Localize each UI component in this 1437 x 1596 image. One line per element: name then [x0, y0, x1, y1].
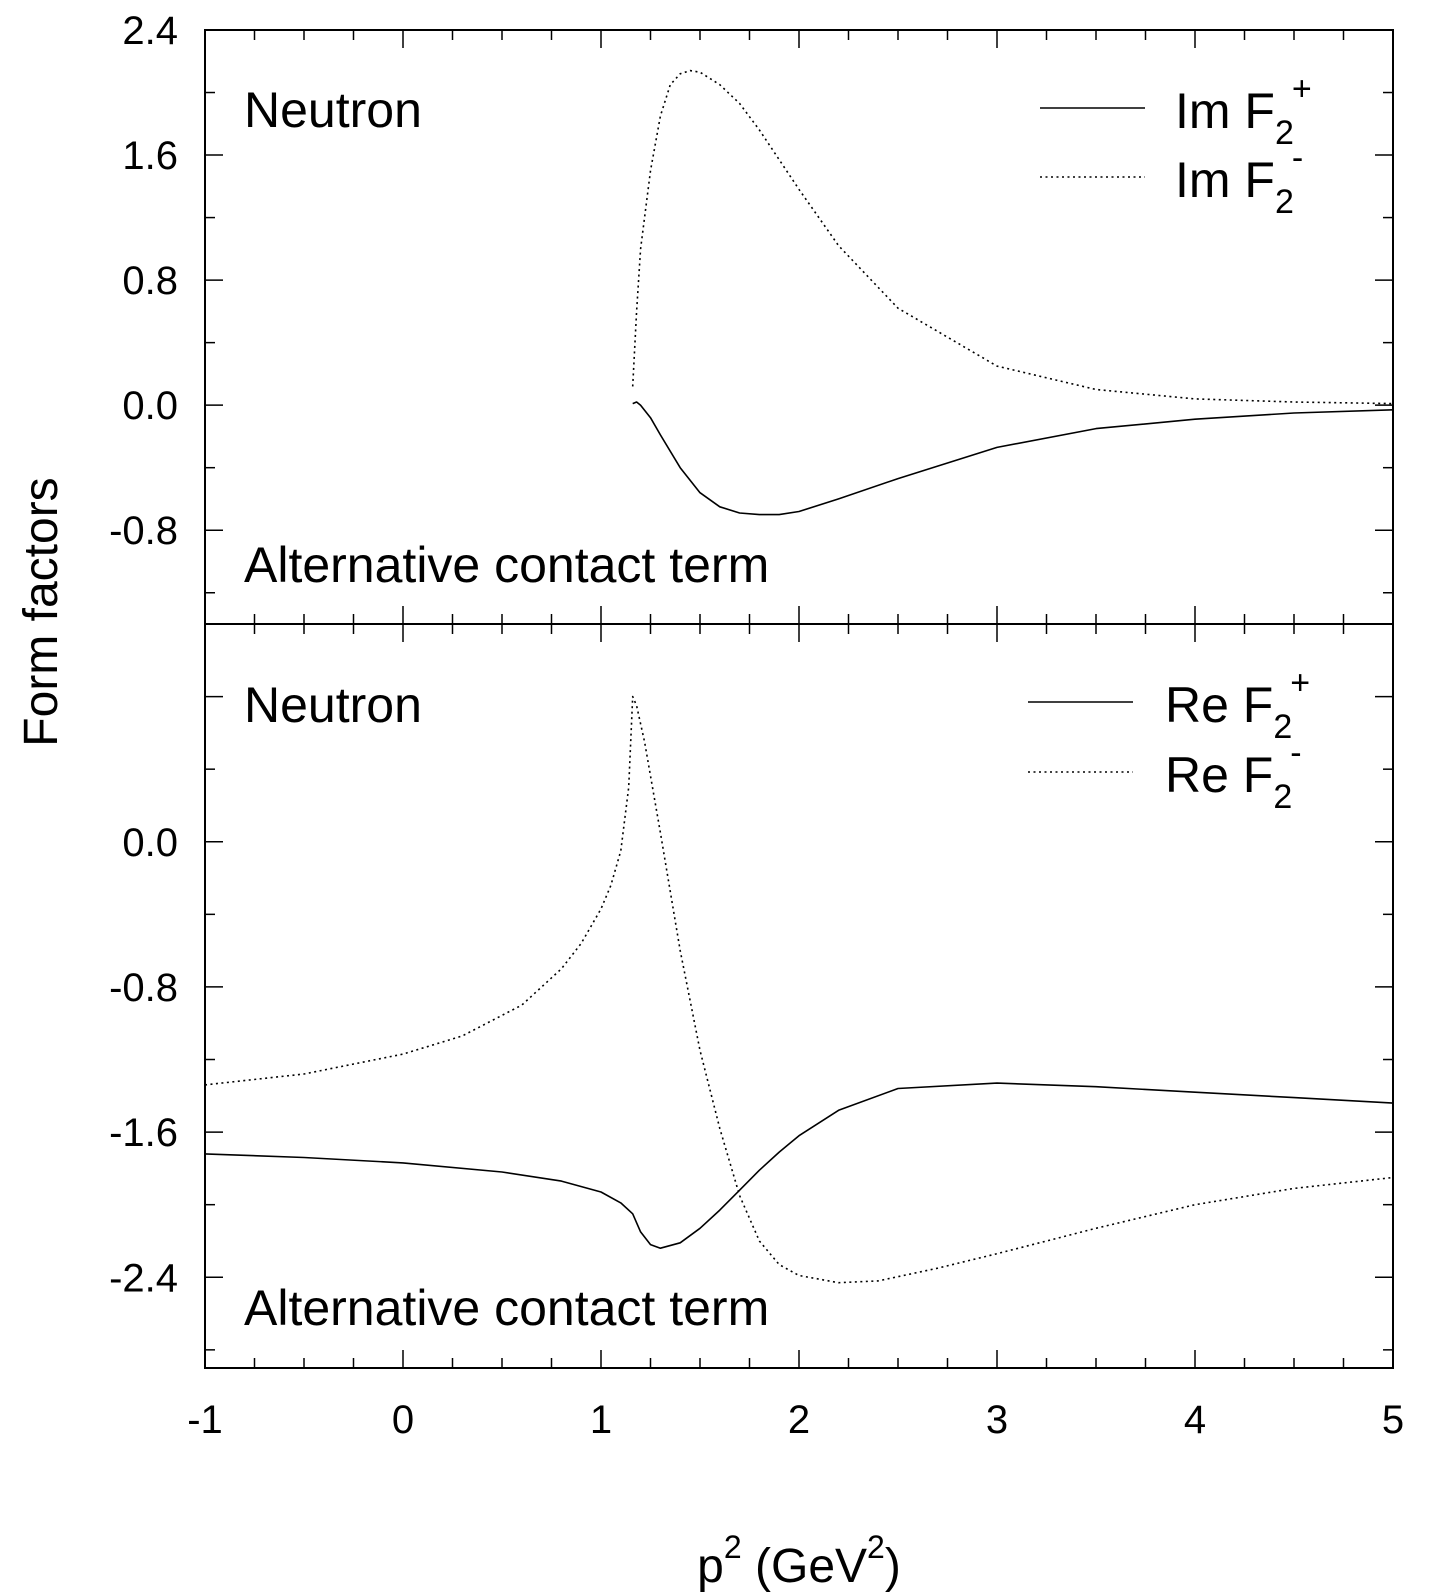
- y-axis-title: Form factors: [15, 477, 68, 746]
- legend-sub: 2: [1273, 708, 1292, 746]
- x-tick-label: 0: [392, 1398, 414, 1442]
- y-tick-label: 0.0: [122, 384, 178, 428]
- y-tick-label: -0.8: [109, 966, 178, 1010]
- series-line-re-f2-minus: [204, 695, 1394, 1284]
- top-panel-annotation-contact-term: Alternative contact term: [244, 537, 769, 593]
- y-tick-label: -0.8: [109, 509, 178, 553]
- series-line-re-f2-plus: [204, 1082, 1394, 1249]
- legend-sub: 2: [1273, 778, 1292, 816]
- x-axis-title-unit: (GeV: [742, 1540, 867, 1593]
- bottom-panel-annotation-neutron: Neutron: [244, 677, 422, 733]
- x-tick-label: 4: [1184, 1398, 1206, 1442]
- top-panel-legend: Im F2+ Im F2-: [1040, 70, 1312, 221]
- x-tick-label: -1: [187, 1398, 223, 1442]
- x-axis-title-main: p: [697, 1540, 724, 1593]
- x-axis-title-sup: 2: [724, 1529, 742, 1565]
- bottom-panel-legend: Re F2+ Re F2-: [1028, 664, 1310, 816]
- x-tick-label: 1: [590, 1398, 612, 1442]
- x-tick-label: 3: [986, 1398, 1008, 1442]
- legend-sup: -: [1290, 734, 1301, 772]
- x-axis-title-unit-sup: 2: [867, 1529, 885, 1565]
- legend-label-im-f2-plus: Im F2 +: [1175, 70, 1312, 152]
- curves-layer: [204, 69, 1394, 1284]
- x-axis-title-close: ): [885, 1540, 901, 1593]
- legend-main: Im F: [1175, 152, 1275, 208]
- legend-label-im-f2-minus: Im F2 -: [1175, 139, 1303, 221]
- series-line-im-f2-minus: [631, 69, 1394, 405]
- top-panel-annotation-neutron: Neutron: [244, 82, 422, 138]
- legend-sub: 2: [1275, 183, 1294, 221]
- x-tick-label: 2: [788, 1398, 810, 1442]
- y-tick-label: -1.6: [109, 1111, 178, 1155]
- legend-main: Re F: [1165, 677, 1273, 733]
- bottom-panel-annotation-contact-term: Alternative contact term: [244, 1280, 769, 1336]
- y-tick-label: 0.0: [122, 821, 178, 865]
- legend-sup: +: [1292, 70, 1312, 108]
- tick-labels-layer: 2.4 1.6 0.8 0.0 -0.8 0.0 -0.8 -1.6 -2.4 -1 0 1 2 3 4 5: [109, 9, 1404, 1442]
- bottom-panel-frame: [204, 623, 1394, 1369]
- x-tick-label: 5: [1382, 1398, 1404, 1442]
- ticks-layer: [204, 29, 1394, 1368]
- y-tick-label: 2.4: [122, 9, 178, 53]
- y-tick-label: 0.8: [122, 259, 178, 303]
- legend-main: Re F: [1165, 747, 1273, 803]
- legend-label-re-f2-minus: Re F2 -: [1165, 734, 1302, 816]
- legend-label-re-f2-plus: Re F2 +: [1165, 664, 1310, 746]
- legend-sub: 2: [1275, 114, 1294, 152]
- legend-sup: +: [1290, 664, 1310, 702]
- legend-main: Im F: [1175, 83, 1275, 139]
- legend-sup: -: [1292, 139, 1303, 177]
- y-tick-label: 1.6: [122, 134, 178, 178]
- x-axis-title: p2 (GeV2): [697, 1529, 901, 1593]
- series-line-im-f2-plus: [632, 401, 1394, 516]
- y-tick-label: -2.4: [109, 1256, 178, 1300]
